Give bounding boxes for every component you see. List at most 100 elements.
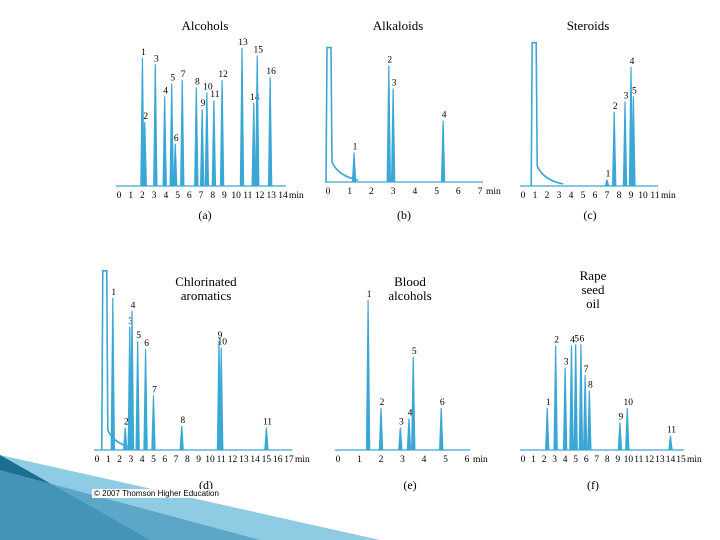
panel-letter: (e) xyxy=(403,478,416,492)
chart-title: Chlorinated xyxy=(175,274,237,289)
peak xyxy=(255,55,260,187)
peak xyxy=(631,96,636,187)
tick-label: 15 xyxy=(676,455,686,465)
peak-label: 15 xyxy=(253,45,263,55)
peak xyxy=(668,435,673,451)
tick-label: 10 xyxy=(231,191,241,201)
tick-label: 4 xyxy=(412,187,417,197)
tick-label: 16 xyxy=(273,455,283,465)
peak-label: 5 xyxy=(574,334,579,344)
tick-label: 6 xyxy=(456,187,461,197)
peak-label: 2 xyxy=(554,336,559,346)
peak xyxy=(135,341,140,451)
peak xyxy=(625,408,630,451)
peak xyxy=(251,102,256,187)
peak-label: 3 xyxy=(154,54,159,64)
peak-label: 12 xyxy=(218,70,228,80)
peak xyxy=(239,47,245,187)
peak xyxy=(267,77,273,187)
peak xyxy=(211,100,217,187)
tick-label: 3 xyxy=(557,191,562,201)
peak-label: 3 xyxy=(564,358,569,368)
tick-label: 17 xyxy=(284,455,294,465)
peak xyxy=(153,64,158,187)
tick-label: 13 xyxy=(655,455,665,465)
peak xyxy=(110,297,116,451)
axis-unit-label: min xyxy=(289,191,304,201)
tick-label: 4 xyxy=(422,455,427,465)
peak xyxy=(406,418,412,451)
tick-label: 13 xyxy=(267,191,277,201)
tick-label: 1 xyxy=(106,455,111,465)
peak xyxy=(351,152,357,183)
peak-label: 7 xyxy=(181,70,186,80)
tick-label: 11 xyxy=(243,191,252,201)
tick-label: 8 xyxy=(617,191,622,201)
panel-letter: (d) xyxy=(199,478,213,492)
peak xyxy=(569,345,574,451)
peak-label: 2 xyxy=(124,418,129,428)
peak xyxy=(390,88,396,183)
tick-label: 8 xyxy=(605,455,610,465)
tick-label: 0 xyxy=(117,191,122,201)
tick-label: 11 xyxy=(217,455,226,465)
peak-label: 6 xyxy=(440,398,445,408)
peak-label: 10 xyxy=(624,398,634,408)
tick-label: 5 xyxy=(434,187,439,197)
axis-unit-label: min xyxy=(295,455,310,465)
peak xyxy=(587,390,592,451)
tick-label: 14 xyxy=(278,191,288,201)
peak-label: 4 xyxy=(570,336,575,346)
tick-label: 6 xyxy=(584,455,589,465)
axis-unit-label: min xyxy=(486,187,501,197)
tick-label: 11 xyxy=(650,191,659,201)
tick-label: 3 xyxy=(129,455,134,465)
peak xyxy=(162,96,167,187)
tick-label: 2 xyxy=(117,455,122,465)
chart-title: Alcohols xyxy=(182,18,229,33)
chart-title: oil xyxy=(586,296,600,311)
peak xyxy=(440,120,446,183)
chart-title: aromatics xyxy=(181,288,232,303)
tick-label: 4 xyxy=(163,191,168,201)
peak-label: 3 xyxy=(399,418,404,428)
peak xyxy=(194,87,199,187)
peak-label: 11 xyxy=(210,90,219,100)
panel-letter: (b) xyxy=(397,208,411,222)
tick-label: 10 xyxy=(205,455,215,465)
tick-label: 5 xyxy=(175,191,180,201)
peak-label: 10 xyxy=(217,338,227,348)
chart-title: seed xyxy=(581,282,605,297)
peak-label: 16 xyxy=(266,67,276,77)
tick-label: 9 xyxy=(196,455,201,465)
peak xyxy=(612,111,617,187)
peak-label: 7 xyxy=(584,365,589,375)
tick-label: 15 xyxy=(262,455,272,465)
peak xyxy=(553,345,558,451)
tick-label: 9 xyxy=(222,191,227,201)
chart-title: Alkaloids xyxy=(373,18,424,33)
peak-label: 8 xyxy=(195,77,200,87)
peak xyxy=(169,83,174,187)
peak xyxy=(173,143,178,187)
tick-label: 2 xyxy=(369,187,374,197)
peak-label: 5 xyxy=(136,331,141,341)
tick-label: 10 xyxy=(638,191,648,201)
tick-label: 0 xyxy=(326,187,331,197)
peak xyxy=(582,375,588,451)
chart-title: Blood xyxy=(394,274,426,289)
tick-label: 4 xyxy=(140,455,145,465)
tick-label: 5 xyxy=(573,455,578,465)
peak-label: 1 xyxy=(353,143,358,153)
banner-stripe-mid xyxy=(0,470,260,540)
peak-label: 2 xyxy=(387,56,392,66)
peak-label: 10 xyxy=(203,83,213,93)
tick-label: 0 xyxy=(336,455,341,465)
peak xyxy=(545,408,550,451)
peak-label: 9 xyxy=(218,331,223,341)
tick-label: 1 xyxy=(347,187,352,197)
peak-label: 9 xyxy=(619,413,624,423)
tick-label: 2 xyxy=(542,455,547,465)
